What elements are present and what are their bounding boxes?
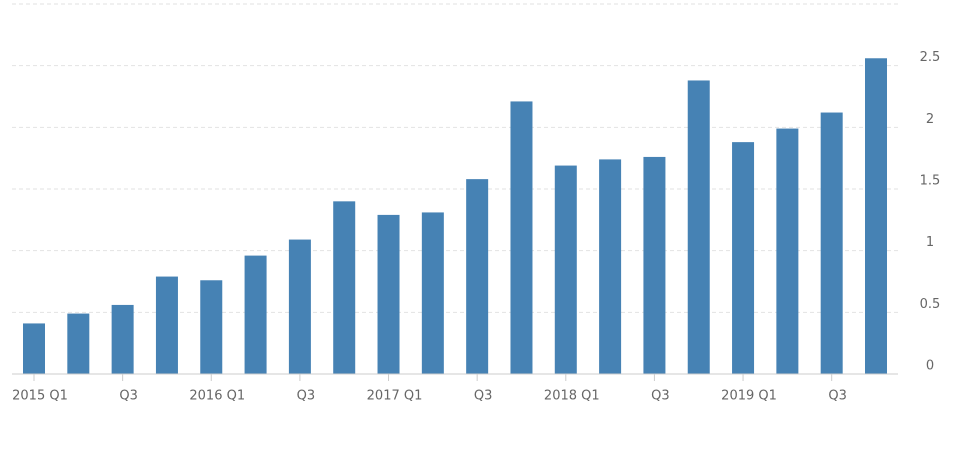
bar [377,214,400,374]
bar [421,212,444,374]
bar [510,101,533,374]
y-tick-label: 1.5 [920,174,941,189]
bar [865,58,887,375]
bar [732,142,755,374]
x-tick-label: Q3 [297,389,316,404]
x-tick-label: 2018 Q1 [544,389,600,404]
bar [333,201,356,374]
bar [599,159,622,374]
bar [23,323,45,374]
bar [288,239,311,374]
x-tick-label: 2015 Q1 [12,389,68,404]
bar [687,80,710,374]
bar [111,304,134,374]
x-tick-label: Q3 [828,389,847,404]
bar [155,276,178,374]
x-tick-label: Q3 [474,389,493,404]
y-tick-label: 2 [926,112,934,127]
bar [643,156,666,374]
bar [244,255,267,374]
x-tick-label: 2019 Q1 [721,389,777,404]
x-tick-label: 2016 Q1 [189,389,245,404]
x-tick-label: Q3 [119,389,138,404]
bar [466,179,489,374]
bar [67,313,90,374]
x-tick-label: Q3 [651,389,670,404]
bar [820,112,843,375]
y-tick-label: 1 [926,235,934,250]
bar [200,280,223,374]
bar [776,128,799,374]
bar [554,165,577,374]
x-tick-label: 2017 Q1 [367,389,423,404]
y-tick-label: 2.5 [920,50,941,65]
y-tick-label: 0.5 [920,297,941,312]
y-tick-label: 0 [926,359,934,374]
